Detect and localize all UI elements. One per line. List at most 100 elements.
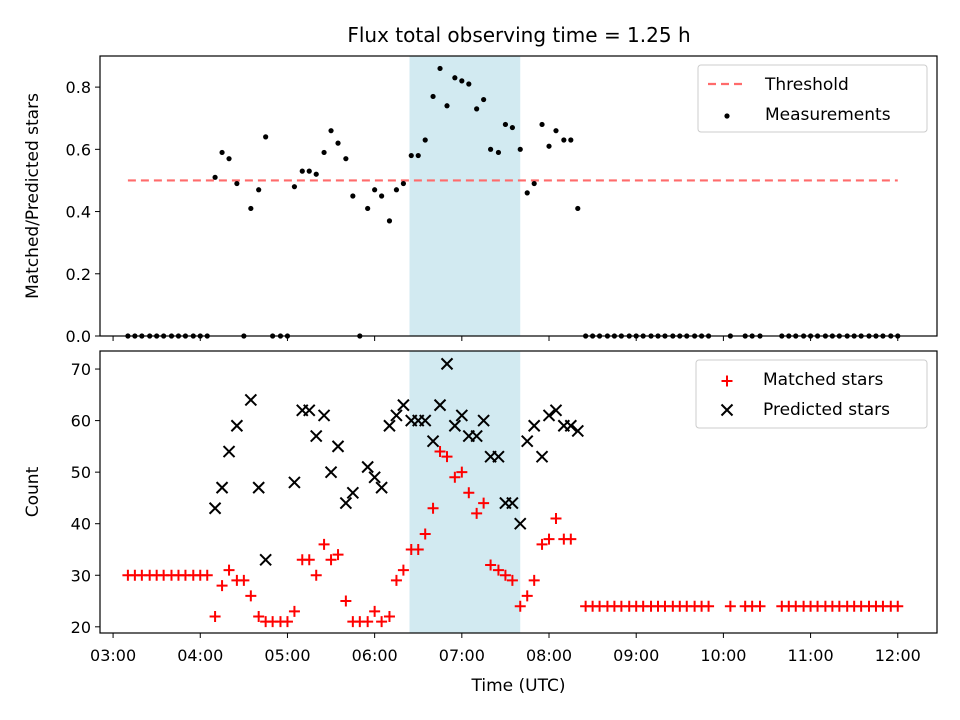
data-point	[502, 121, 509, 128]
data-point	[313, 171, 319, 177]
data-point	[310, 569, 322, 581]
data-point	[379, 193, 385, 199]
data-point	[397, 564, 409, 576]
chart-title: Flux total observing time = 1.25 h	[347, 23, 690, 47]
ratio-marks	[125, 65, 901, 339]
data-point	[441, 451, 453, 463]
ratio-legend-box	[697, 64, 928, 133]
legend-measurements-label: Measurements	[765, 105, 891, 125]
data-point	[335, 140, 341, 146]
x-tick-label: 04:00	[177, 646, 223, 665]
y-tick-label: 30	[71, 566, 91, 585]
count-marks	[122, 357, 904, 628]
data-point	[546, 143, 552, 149]
legend-threshold-label: Threshold	[764, 75, 849, 95]
data-point	[324, 465, 338, 479]
data-point	[212, 174, 218, 180]
data-point	[495, 149, 502, 156]
count-panel-frame	[99, 350, 938, 634]
y-tick-label: 0.6	[66, 140, 91, 159]
data-point	[383, 611, 395, 623]
data-point	[565, 533, 577, 545]
y-tick-label: 40	[71, 515, 91, 534]
data-point	[575, 205, 581, 212]
data-point	[553, 128, 559, 134]
legend-measurements-swatch	[724, 113, 730, 119]
y-tick-label: 0.0	[66, 327, 91, 346]
data-point	[422, 137, 428, 143]
legend-predicted-label: Predicted stars	[763, 400, 890, 420]
data-point	[346, 486, 360, 499]
data-point	[514, 600, 526, 612]
legend-predicted-swatch	[720, 403, 734, 417]
data-point	[317, 409, 331, 422]
data-point	[259, 553, 272, 567]
x-tick-label: 12:00	[875, 646, 921, 665]
data-point	[412, 543, 424, 555]
data-point	[542, 409, 556, 422]
data-point	[449, 471, 461, 483]
data-point	[488, 146, 494, 152]
data-point	[506, 496, 519, 510]
data-point	[434, 446, 446, 458]
x-axis-label: Time (UTC)	[471, 676, 566, 696]
data-point	[365, 205, 371, 212]
ratio-panel-frame	[99, 55, 938, 337]
legend-matched-label: Matched stars	[763, 370, 883, 390]
y-tick-label: 50	[71, 463, 91, 482]
x-tick-label: 05:00	[264, 646, 310, 665]
data-point	[350, 193, 356, 199]
y-tick-label: 0.2	[66, 265, 91, 284]
data-point	[754, 600, 766, 612]
x-tick-label: 09:00	[613, 646, 659, 665]
data-point	[390, 409, 403, 422]
data-point	[492, 564, 504, 576]
data-point	[452, 75, 458, 81]
data-point	[230, 419, 244, 432]
data-point	[517, 146, 523, 152]
data-point	[386, 218, 393, 224]
data-point	[332, 549, 344, 561]
data-point	[492, 450, 505, 463]
data-point	[440, 357, 454, 371]
data-point	[539, 121, 545, 128]
data-point	[219, 149, 225, 156]
data-point	[474, 106, 480, 112]
data-point	[318, 538, 330, 550]
data-point	[223, 564, 235, 576]
data-point	[561, 137, 567, 143]
data-point	[437, 65, 443, 72]
data-point	[288, 605, 300, 617]
observing-window-span	[409, 56, 521, 336]
data-point	[216, 580, 228, 592]
data-point	[325, 554, 337, 566]
data-point	[564, 419, 578, 432]
ratio-legend: Threshold Measurements	[697, 64, 928, 133]
data-point	[281, 616, 293, 628]
data-point	[390, 574, 402, 586]
data-point	[238, 574, 250, 586]
ratio-axes: 0.0 0.2 0.4 0.6 0.8	[66, 78, 899, 346]
data-point	[456, 466, 468, 478]
data-point	[362, 616, 374, 628]
data-point	[471, 507, 483, 519]
data-point	[253, 611, 265, 623]
x-tick-label: 03:00	[90, 646, 136, 665]
data-point	[463, 487, 475, 499]
data-point	[252, 481, 265, 494]
data-point	[303, 554, 315, 566]
data-point	[419, 528, 431, 540]
data-point	[340, 595, 352, 607]
data-point	[514, 517, 527, 530]
data-point	[321, 149, 327, 156]
count-panel: 20 30 40 50 60 70 03:00 04:00 05:00 06:00 07:00 08:…	[23, 350, 938, 696]
count-y-axis-label: Count	[23, 466, 43, 517]
x-tick-label: 11:00	[788, 646, 834, 665]
data-point	[430, 93, 436, 100]
data-point	[383, 419, 396, 432]
data-point	[222, 445, 236, 458]
data-point	[531, 180, 537, 187]
x-tick-label: 06:00	[352, 646, 398, 665]
y-tick-label: 0.4	[66, 203, 91, 222]
